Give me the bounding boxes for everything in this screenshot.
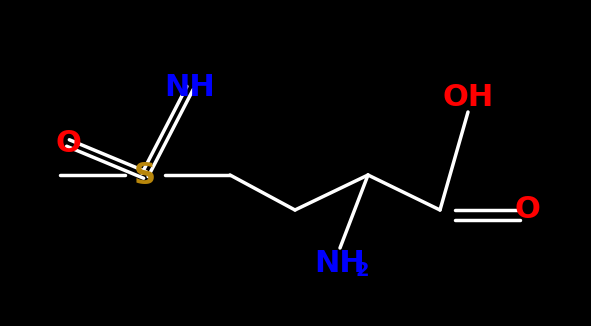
Text: O: O xyxy=(55,128,81,157)
Text: S: S xyxy=(134,160,156,189)
Text: O: O xyxy=(514,196,540,225)
Text: NH: NH xyxy=(165,73,215,102)
Text: NH: NH xyxy=(314,248,365,277)
Text: OH: OH xyxy=(443,83,493,112)
Text: 2: 2 xyxy=(355,261,369,280)
